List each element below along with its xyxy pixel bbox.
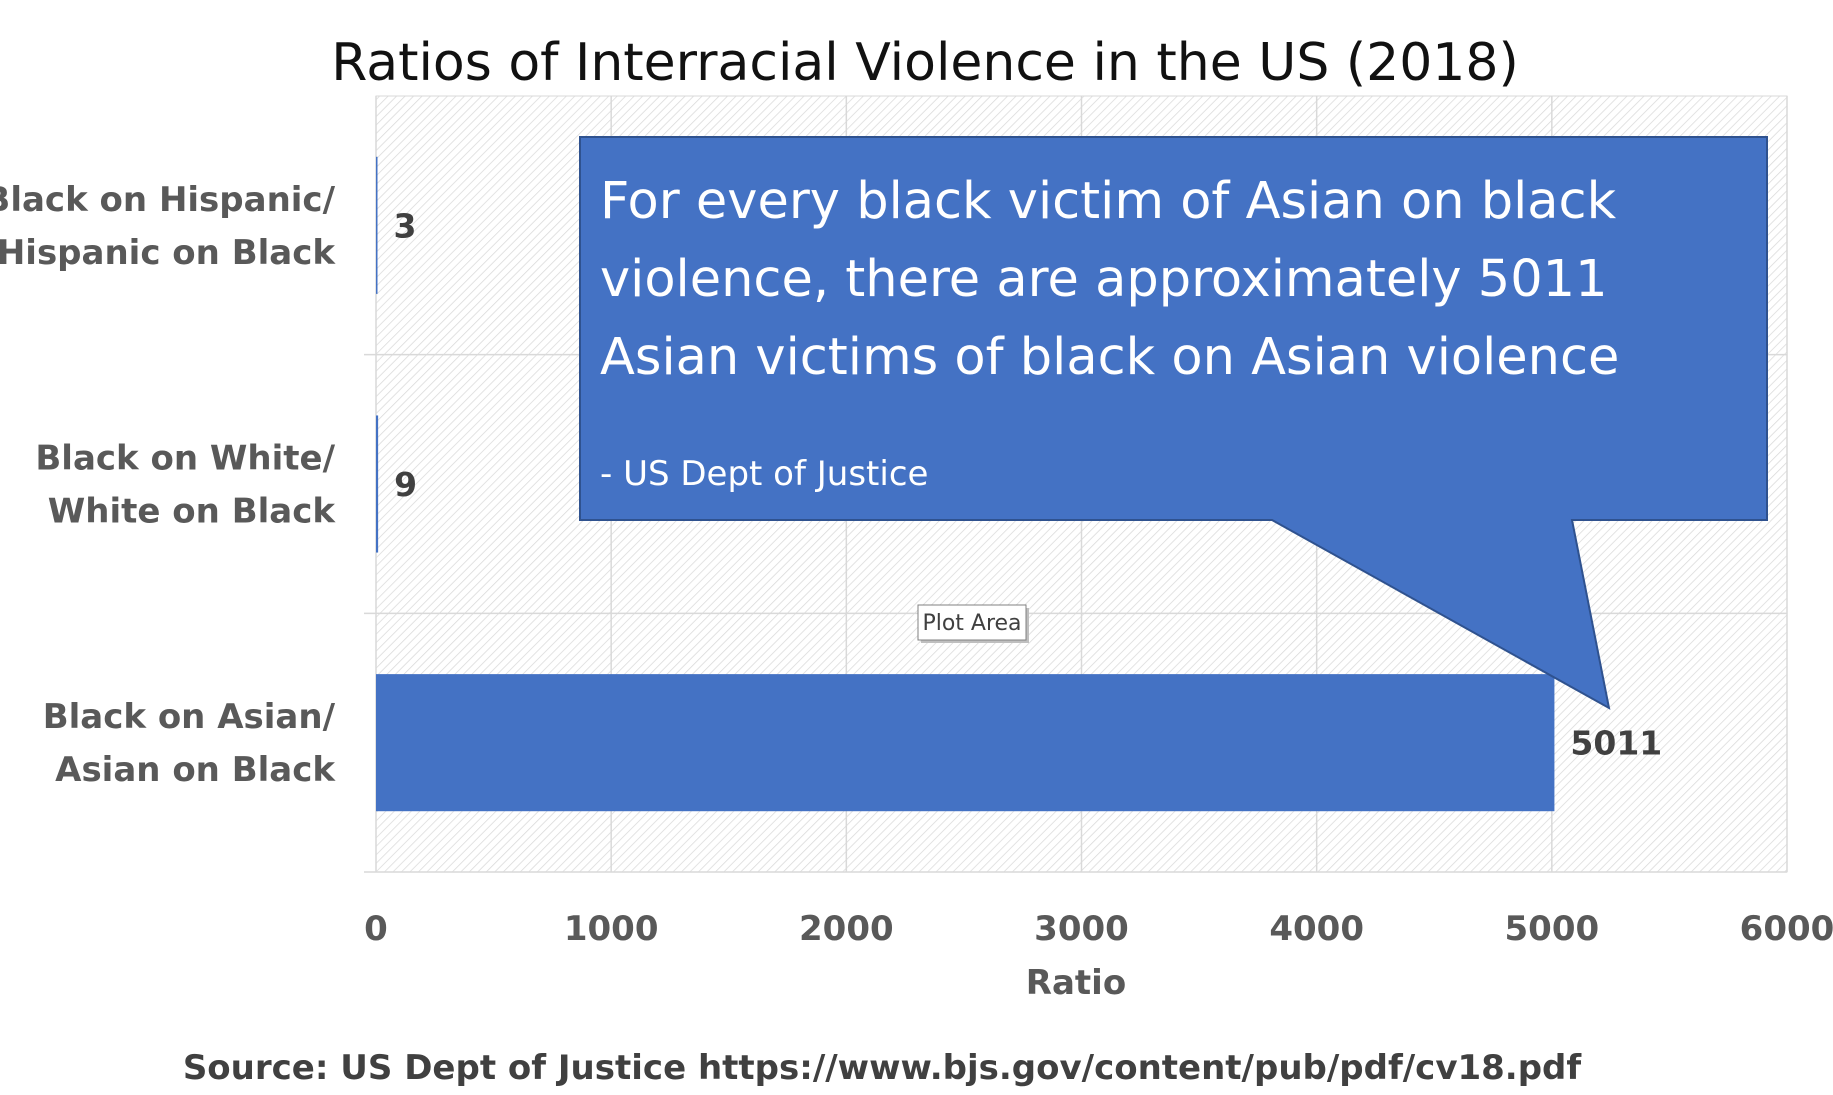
x-tick-label: 0 bbox=[364, 909, 388, 949]
bar[interactable] bbox=[376, 415, 379, 553]
x-tick-labels: 0 1000 2000 3000 4000 5000 6000 bbox=[364, 909, 1833, 949]
x-axis-title: Ratio bbox=[1026, 963, 1126, 1003]
x-tick-label: 6000 bbox=[1740, 909, 1833, 949]
callout-shape bbox=[579, 136, 1768, 710]
callout-box[interactable]: For every black victim of Asian on black… bbox=[579, 136, 1768, 710]
callout-attribution: - US Dept of Justice bbox=[600, 454, 928, 494]
category-label: Black on White/ bbox=[35, 439, 335, 479]
chart-title: Ratios of Interracial Violence in the US… bbox=[331, 33, 1519, 93]
data-labels: 3 9 5011 bbox=[394, 206, 1663, 762]
x-tick-label: 2000 bbox=[799, 909, 894, 949]
x-tick-label: 1000 bbox=[564, 909, 659, 949]
tooltip-box bbox=[917, 604, 1027, 641]
category-label: Hispanic on Black bbox=[0, 233, 336, 273]
category-label: White on Black bbox=[48, 492, 337, 532]
callout-line-3: Asian victims of black on Asian violence bbox=[600, 328, 1619, 387]
category-label: Black on Asian/ bbox=[43, 697, 336, 737]
callout-line-2: violence, there are approximately 5011 bbox=[600, 250, 1608, 309]
x-tick-label: 4000 bbox=[1269, 909, 1364, 949]
source-note: Source: US Dept of Justice https://www.b… bbox=[183, 1048, 1583, 1088]
data-label: 9 bbox=[394, 465, 417, 504]
category-label: Black on Hispanic/ bbox=[0, 180, 336, 220]
bar[interactable] bbox=[376, 156, 378, 294]
callout-line-1: For every black victim of Asian on black bbox=[600, 172, 1617, 231]
category-labels: Black on Hispanic/Hispanic on Black Black… bbox=[0, 180, 336, 790]
bars bbox=[376, 156, 1555, 812]
x-tick-label: 3000 bbox=[1034, 909, 1129, 949]
category-label: Asian on Black bbox=[55, 750, 336, 790]
plot-area-tooltip: Plot Area bbox=[917, 604, 1029, 643]
tooltip-label: Plot Area bbox=[922, 611, 1021, 636]
x-tick-label: 5000 bbox=[1505, 909, 1600, 949]
bar[interactable] bbox=[376, 674, 1555, 812]
data-label: 5011 bbox=[1570, 724, 1662, 763]
data-label: 3 bbox=[394, 206, 417, 245]
